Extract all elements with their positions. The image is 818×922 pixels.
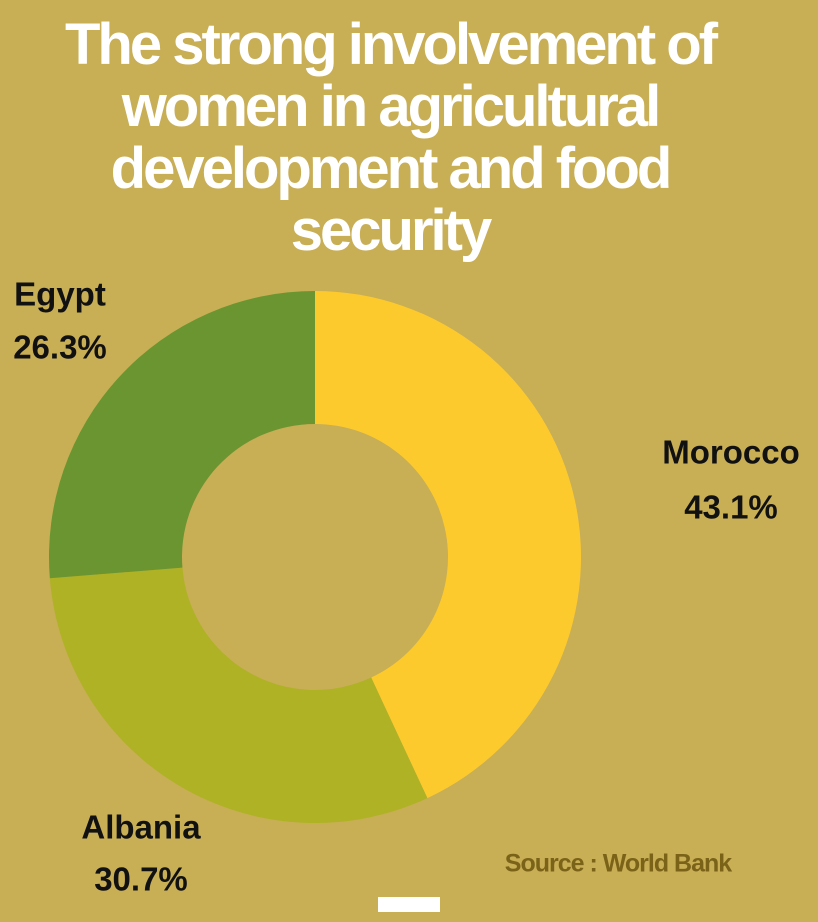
category-label: Egypt xyxy=(14,276,106,313)
source: Source : World Bank xyxy=(505,850,733,878)
value-label: 26.3% xyxy=(13,329,107,366)
wedge xyxy=(315,291,581,799)
value-label: 30.7% xyxy=(94,861,188,898)
category-label: Albania xyxy=(81,809,201,846)
category-label: Morocco xyxy=(662,434,800,471)
wedge xyxy=(48,291,315,579)
wedge xyxy=(49,567,428,823)
chart-title: The strong involvement of women in agric… xyxy=(64,12,718,263)
decoration-bar xyxy=(378,897,440,912)
value-label: 43.1% xyxy=(684,489,778,526)
